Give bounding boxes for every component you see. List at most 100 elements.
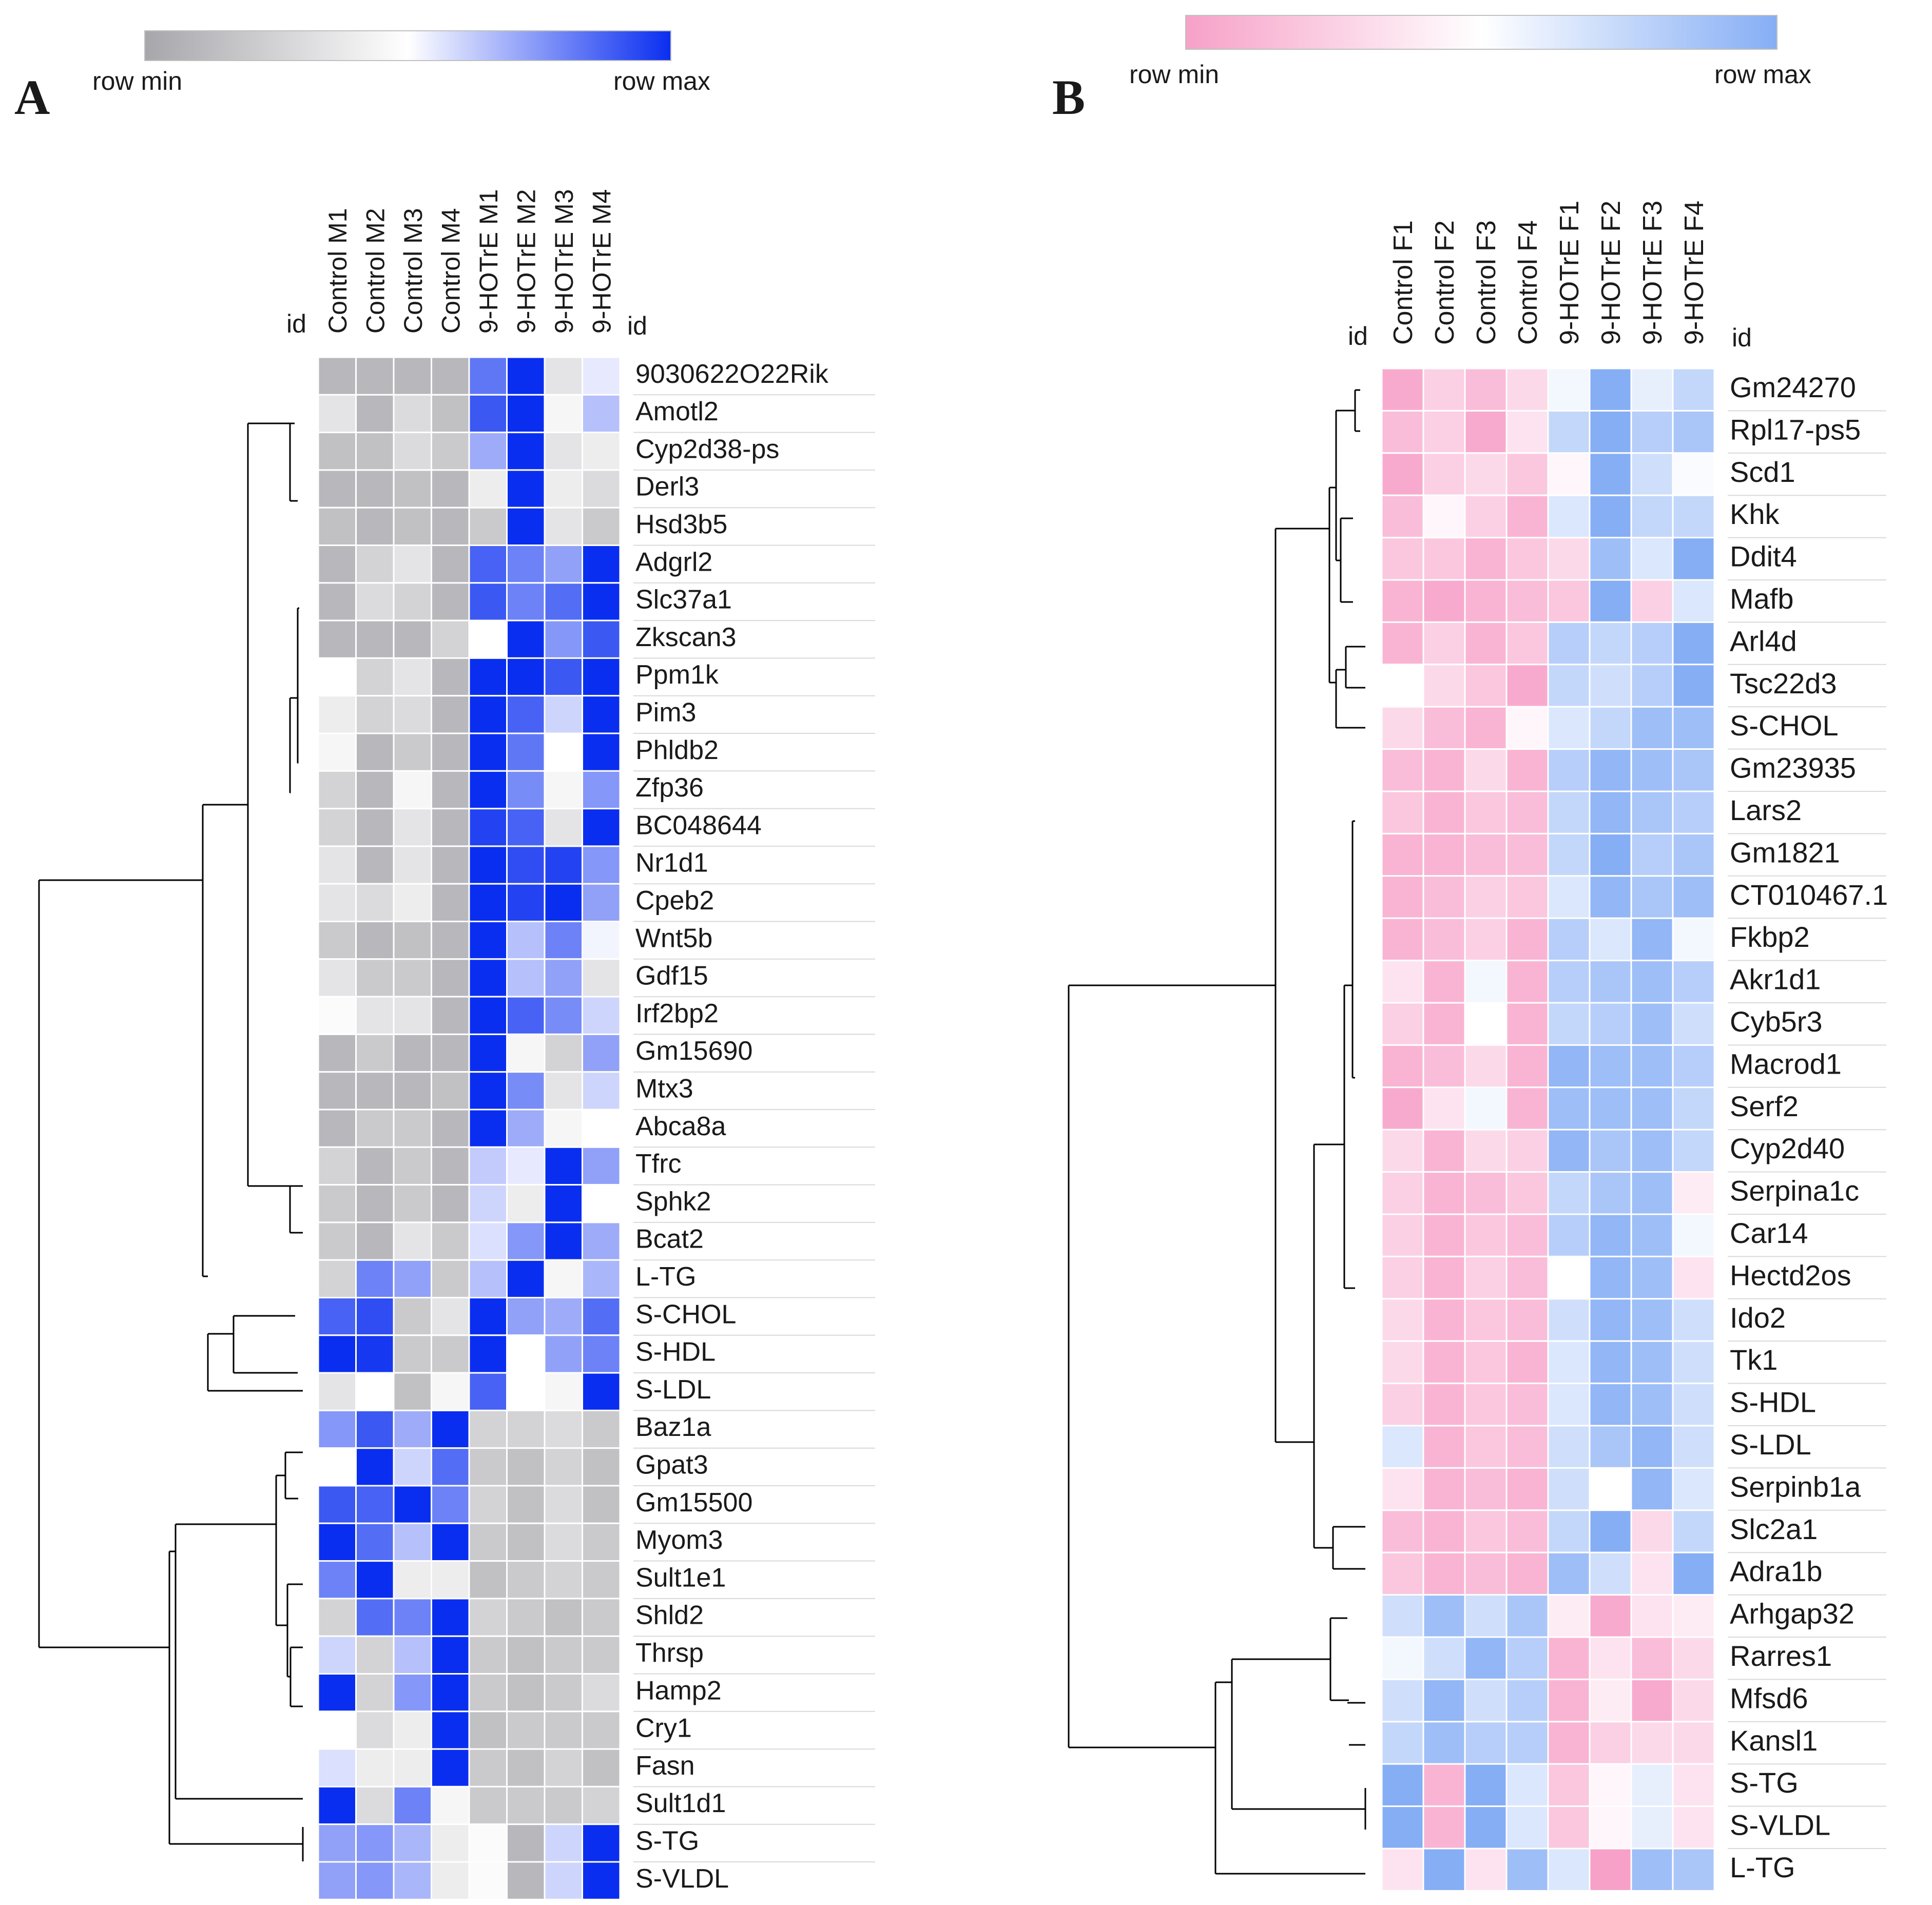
row-label: Arhgap32 [1730, 1598, 1854, 1630]
heatmap-cell [1589, 1678, 1632, 1723]
heatmap-cell [506, 1522, 546, 1562]
dendro-link [289, 1185, 303, 1234]
heatmap-cell [468, 1033, 508, 1073]
heatmap-cell [468, 1861, 508, 1900]
heatmap-cell [393, 1372, 432, 1411]
panel-b-row-max-label: row max [1714, 60, 1811, 89]
heatmap-cell [582, 1823, 621, 1863]
heatmap-cell [1630, 1383, 1674, 1427]
column-label: Control M3 [399, 208, 428, 334]
row-label: S-VLDL [1730, 1809, 1830, 1841]
dendro-link [1340, 517, 1353, 603]
heatmap-cell [1589, 1848, 1632, 1892]
row-label: Arl4d [1730, 625, 1797, 657]
panel-b-cells [1381, 367, 1715, 1892]
row-label: Ddit4 [1730, 540, 1797, 573]
heatmap-cell [1422, 1171, 1466, 1215]
heatmap-cell [317, 1409, 357, 1449]
heatmap-cell [468, 1485, 508, 1524]
heatmap-cell [582, 1635, 621, 1675]
heatmap-cell [431, 808, 470, 847]
heatmap-cell [1505, 1002, 1549, 1046]
heatmap-cell [1464, 1848, 1508, 1892]
heatmap-cell [1381, 917, 1424, 962]
panel-a-row-max-label: row max [613, 67, 710, 95]
heatmap-cell [1630, 537, 1674, 581]
row-label: Ppm1k [635, 660, 719, 690]
heatmap-cell [582, 1033, 621, 1073]
heatmap-cell [355, 394, 395, 434]
heatmap-cell [317, 1447, 357, 1487]
heatmap-cell [544, 1033, 583, 1073]
heatmap-cell [1589, 1002, 1632, 1046]
column-label: Control M1 [323, 208, 352, 334]
dendro-link [1068, 984, 1276, 1748]
heatmap-cell [1672, 664, 1715, 708]
heatmap-cell [1672, 1213, 1715, 1257]
heatmap-cell [1589, 1551, 1632, 1596]
heatmap-cell [1589, 1383, 1632, 1427]
heatmap-cell [544, 545, 583, 584]
row-label: Kansl1 [1730, 1724, 1818, 1757]
heatmap-cell [317, 1861, 357, 1900]
heatmap-cell [582, 1560, 621, 1600]
heatmap-cell [1630, 1509, 1674, 1553]
heatmap-cell [1630, 1298, 1674, 1342]
heatmap-cell [1672, 1171, 1715, 1215]
heatmap-cell [1589, 621, 1632, 666]
heatmap-cell [431, 1522, 470, 1562]
heatmap-cell [1381, 1255, 1424, 1300]
heatmap-cell [582, 1785, 621, 1825]
heatmap-cell [1589, 706, 1632, 750]
heatmap-cell [317, 1823, 357, 1863]
heatmap-cell [1381, 1213, 1424, 1257]
column-label: Control M4 [436, 208, 465, 334]
heatmap-cell [317, 1785, 357, 1825]
row-label: Derl3 [635, 472, 699, 502]
heatmap-cell [1672, 621, 1715, 666]
heatmap-cell [1505, 1213, 1549, 1257]
heatmap-cell [1464, 452, 1508, 496]
heatmap-cell [1381, 832, 1424, 877]
heatmap-cell [1422, 1044, 1466, 1088]
heatmap-cell [1505, 1721, 1549, 1765]
heatmap-cell [544, 469, 583, 509]
heatmap-cell [544, 619, 583, 659]
dendro-link [1347, 1702, 1365, 1746]
row-label: Fkbp2 [1730, 921, 1810, 953]
heatmap-cell [431, 1560, 470, 1600]
heatmap-cell [506, 1748, 546, 1787]
heatmap-cell [431, 1861, 470, 1900]
heatmap-cell [1464, 367, 1508, 412]
heatmap-cell [431, 507, 470, 547]
heatmap-cell [506, 1297, 546, 1336]
heatmap-cell [1381, 1129, 1424, 1173]
heatmap-cell [1630, 1171, 1674, 1215]
heatmap-cell [1464, 1171, 1508, 1215]
heatmap-cell [1505, 1551, 1549, 1596]
heatmap-cell [393, 996, 432, 1035]
heatmap-cell [506, 1485, 546, 1524]
row-label: Irf2bp2 [635, 999, 719, 1028]
heatmap-cell [317, 619, 357, 659]
heatmap-cell [506, 1673, 546, 1713]
heatmap-cell [468, 1109, 508, 1148]
heatmap-cell [1672, 537, 1715, 581]
heatmap-cell [544, 1748, 583, 1787]
heatmap-cell [544, 996, 583, 1035]
heatmap-cell [506, 1598, 546, 1637]
heatmap-cell [1422, 1721, 1466, 1765]
heatmap-cell [1464, 706, 1508, 750]
heatmap-cell [431, 657, 470, 697]
heatmap-cell [1589, 832, 1632, 877]
heatmap-cell [355, 845, 395, 885]
heatmap-cell [1422, 1340, 1466, 1385]
heatmap-cell [393, 1598, 432, 1637]
heatmap-cell [544, 883, 583, 922]
heatmap-cell [1630, 1805, 1674, 1850]
heatmap-cell [1672, 1509, 1715, 1553]
heatmap-cell [1422, 1509, 1466, 1553]
heatmap-cell [1547, 1002, 1591, 1046]
heatmap-cell [544, 695, 583, 734]
